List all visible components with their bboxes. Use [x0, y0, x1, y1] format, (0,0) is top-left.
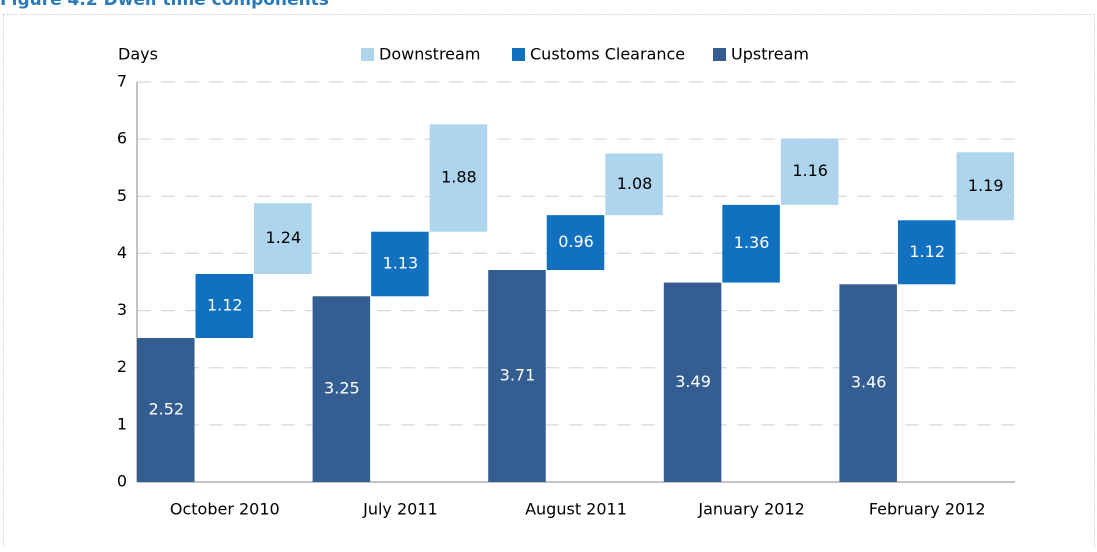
- legend-label: Customs Clearance: [530, 45, 685, 64]
- x-tick-label: August 2011: [525, 500, 627, 519]
- y-tick-label: 5: [117, 186, 127, 205]
- data-label: 1.24: [266, 228, 302, 247]
- bar: [546, 215, 605, 270]
- bar: [663, 282, 722, 482]
- bar: [722, 204, 780, 283]
- y-tick-label: 0: [117, 472, 127, 491]
- y-tick-label: 6: [117, 129, 127, 148]
- bar: [839, 284, 897, 482]
- y-tick-label: 3: [117, 300, 127, 319]
- chart-title: Figure 4.2 Dwell time components: [0, 0, 329, 10]
- data-label: 1.08: [617, 174, 653, 193]
- y-axis-label: Days: [118, 45, 158, 64]
- legend-label: Upstream: [731, 45, 809, 64]
- data-label: 1.36: [734, 233, 770, 252]
- x-tick-label: January 2012: [697, 500, 804, 519]
- bar: [605, 153, 663, 216]
- bar: [897, 220, 956, 285]
- y-tick-label: 1: [117, 414, 127, 433]
- x-tick-label: February 2012: [869, 500, 986, 519]
- bar: [137, 338, 195, 482]
- data-label: 3.49: [675, 372, 711, 391]
- bar: [488, 270, 546, 482]
- x-tick-label: July 2011: [362, 500, 438, 519]
- data-label: 0.96: [558, 232, 594, 251]
- bar: [254, 203, 312, 274]
- bar: [195, 274, 254, 338]
- legend-swatch: [512, 48, 525, 61]
- data-label: 3.46: [851, 373, 887, 392]
- bar: [956, 152, 1014, 221]
- x-tick-label: October 2010: [170, 500, 280, 519]
- data-label: 1.16: [792, 161, 828, 180]
- legend-swatch: [713, 48, 726, 61]
- bar: [371, 231, 429, 297]
- bar: [780, 138, 839, 205]
- y-tick-label: 4: [117, 243, 127, 262]
- data-label: 3.25: [324, 379, 360, 398]
- data-label: 3.71: [500, 366, 536, 385]
- data-label: 1.19: [968, 176, 1004, 195]
- y-tick-label: 2: [117, 357, 127, 376]
- data-label: 1.13: [383, 254, 419, 273]
- legend-swatch: [361, 48, 374, 61]
- y-tick-label: 7: [117, 72, 127, 91]
- data-label: 1.12: [207, 296, 243, 315]
- data-label: 2.52: [148, 400, 184, 419]
- bar: [429, 124, 488, 232]
- data-label: 1.12: [909, 242, 945, 261]
- bar: [312, 296, 371, 482]
- legend-label: Downstream: [379, 45, 480, 64]
- chart-border: [3, 14, 1095, 552]
- data-label: 1.88: [441, 168, 477, 187]
